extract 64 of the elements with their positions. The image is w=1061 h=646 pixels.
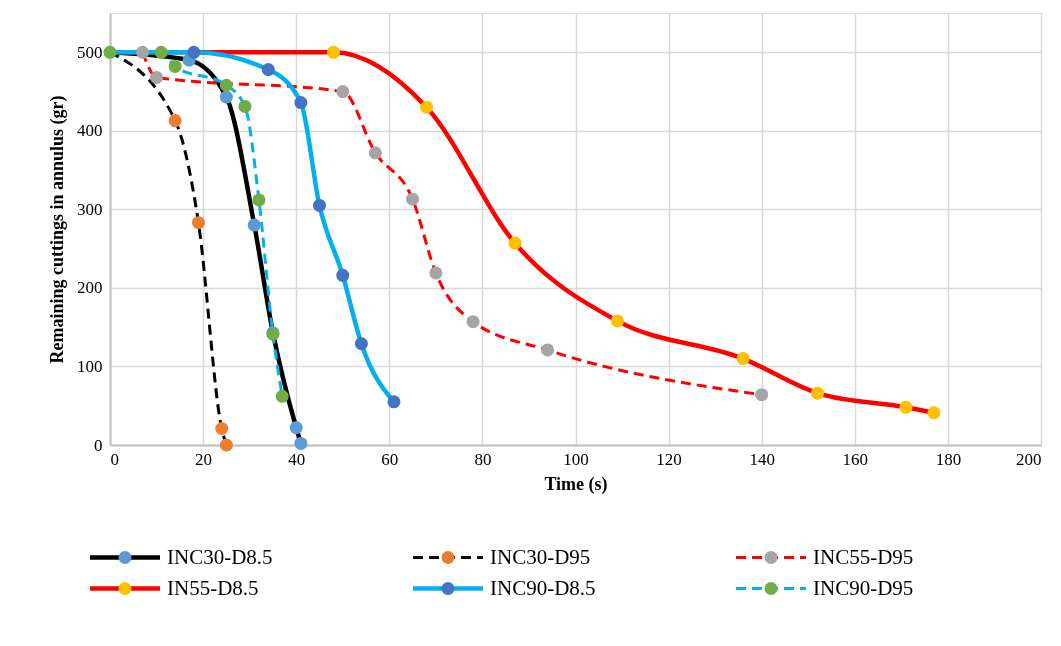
- x-axis-title: Time (s): [544, 473, 608, 495]
- x-tick-label: 140: [749, 449, 775, 469]
- x-tick-label: 180: [935, 449, 962, 469]
- point: [168, 59, 182, 73]
- point: [368, 146, 382, 160]
- legend-label: INC90-D95: [813, 575, 914, 600]
- point: [154, 45, 168, 59]
- point: [294, 436, 308, 450]
- point: [219, 438, 233, 452]
- point: [294, 96, 308, 110]
- x-tick-label: 0: [110, 449, 119, 469]
- x-tick-label: 160: [842, 449, 869, 469]
- point: [466, 315, 480, 329]
- point: [261, 63, 275, 77]
- legend-label: IN55-D8.5: [167, 575, 259, 600]
- point: [191, 216, 205, 230]
- point: [927, 406, 941, 420]
- y-tick-label: 300: [77, 199, 103, 219]
- point: [610, 314, 624, 328]
- point: [336, 268, 350, 282]
- point: [736, 352, 750, 366]
- point: [541, 343, 555, 357]
- point: [387, 395, 401, 409]
- legend-label: INC55-D95: [813, 544, 914, 569]
- point: [289, 421, 303, 435]
- point: [238, 99, 252, 113]
- legend-label: INC30-D95: [490, 544, 591, 569]
- point: [354, 337, 368, 351]
- point: [215, 422, 229, 436]
- point: [219, 78, 233, 92]
- point: [150, 70, 164, 84]
- point: [219, 90, 233, 104]
- point: [252, 193, 266, 207]
- point: [136, 45, 150, 59]
- point: [429, 266, 443, 280]
- point: [247, 218, 261, 232]
- point: [187, 45, 201, 59]
- legend-label: INC30-D8.5: [167, 544, 273, 569]
- point: [420, 100, 434, 114]
- point: [755, 388, 769, 402]
- point: [275, 389, 289, 403]
- point: [168, 114, 182, 128]
- x-tick-label: 120: [656, 449, 682, 469]
- point: [103, 45, 117, 59]
- x-tick-label: 20: [195, 449, 213, 469]
- y-axis-title: Remaining cuttings in annulus (gr): [47, 95, 68, 364]
- x-tick-label: 80: [474, 449, 492, 469]
- legend-label: INC90-D8.5: [490, 575, 596, 600]
- y-tick-label: 200: [77, 278, 103, 298]
- x-tick-label: 200: [1016, 449, 1042, 469]
- y-tick-label: 0: [94, 435, 103, 455]
- x-tick-label: 100: [563, 449, 589, 469]
- point: [336, 85, 350, 99]
- y-tick-label: 500: [77, 42, 103, 62]
- x-tick-label: 40: [288, 449, 306, 469]
- point: [508, 236, 522, 250]
- point: [811, 386, 825, 400]
- point: [406, 192, 420, 206]
- x-tick-label: 60: [381, 449, 399, 469]
- point: [899, 400, 913, 414]
- point: [326, 45, 340, 59]
- y-tick-label: 400: [77, 121, 103, 141]
- y-tick-label: 100: [77, 356, 103, 376]
- point: [312, 198, 326, 212]
